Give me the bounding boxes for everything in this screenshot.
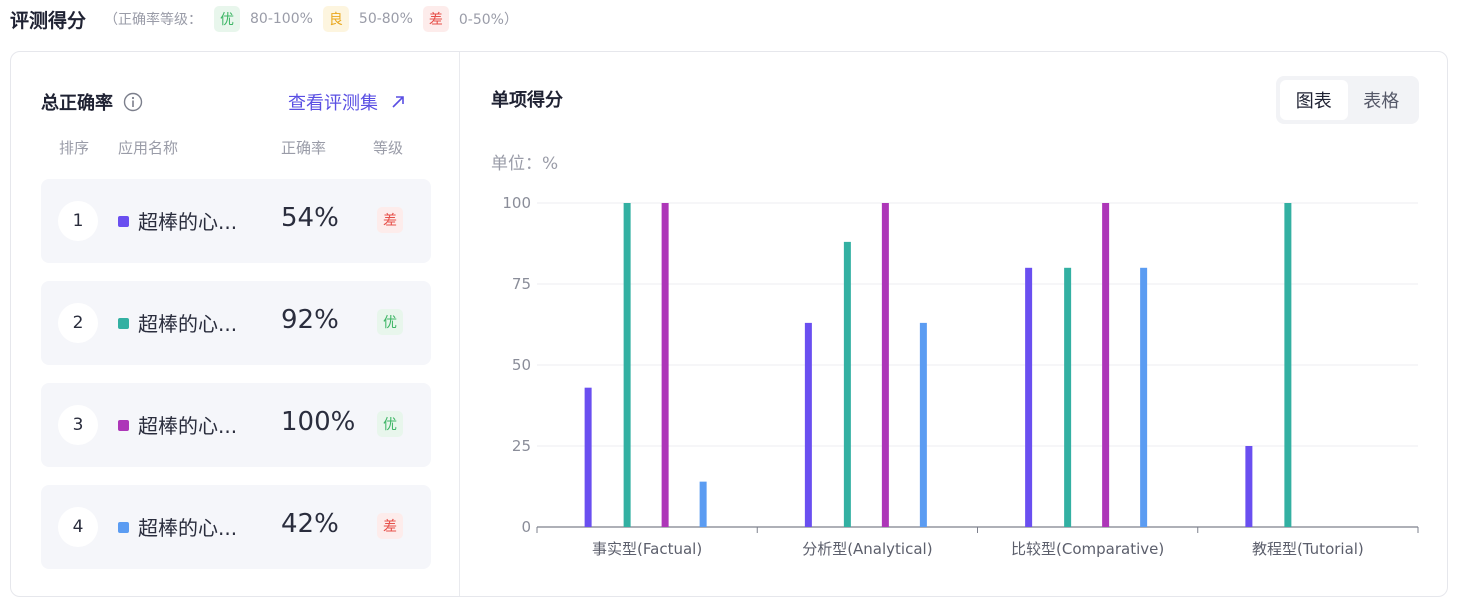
y-tick-label: 100 (502, 194, 531, 212)
y-tick-label: 50 (512, 356, 531, 374)
column-header-accuracy: 正确率 (281, 139, 327, 157)
column-header-rank: 排序 (59, 139, 90, 157)
rank-number: 3 (58, 405, 98, 445)
app-name: 超棒的心... (138, 516, 238, 540)
x-tick-label: 比较型(Comparative) (1011, 540, 1164, 558)
grade-range-good: 80-100% (250, 11, 313, 27)
series-color-square (118, 216, 129, 227)
series-color-square (118, 522, 129, 533)
grade-badge-good: 优 (214, 6, 241, 32)
column-header-app-name: 应用名称 (118, 139, 179, 157)
page-header: 评测得分 （正确率等级： 优 80-100% 良 50-80% 差 0-50%） (10, 4, 528, 34)
grade-badge: 差 (377, 513, 403, 539)
bar[interactable] (919, 322, 927, 527)
ranking-row[interactable]: 1 超棒的心... 54% 差 (41, 179, 431, 263)
series-color-square (118, 420, 129, 431)
bar[interactable] (623, 203, 631, 527)
bar[interactable] (1064, 267, 1072, 527)
ranking-row[interactable]: 2 超棒的心... 92% 优 (41, 281, 431, 365)
accuracy-value: 42% (281, 509, 339, 539)
bar[interactable] (881, 203, 889, 527)
grade-range-poor: 0-50%） (458, 12, 518, 28)
info-icon[interactable] (123, 92, 143, 112)
y-tick-label: 0 (521, 518, 531, 536)
grade-badge: 差 (377, 207, 403, 233)
grade-badge-medium: 良 (322, 6, 349, 32)
app-name: 超棒的心... (138, 210, 238, 234)
rank-number: 2 (58, 303, 98, 343)
bar[interactable] (584, 387, 592, 527)
y-tick-label: 75 (512, 275, 531, 293)
bar[interactable] (1284, 203, 1292, 527)
ranking-row[interactable]: 3 超棒的心... 100% 优 (41, 383, 431, 467)
overall-accuracy-label: 总正确率 (41, 93, 113, 114)
view-eval-set-link[interactable]: 查看评测集 (288, 89, 406, 115)
score-card: 总正确率 查看评测集 排序 应用名称 正确率 等级 1 超棒的心... 54% … (10, 51, 1448, 597)
accuracy-value: 92% (281, 305, 339, 335)
grade-range-medium: 50-80% (358, 11, 413, 27)
column-header-grade: 等级 (373, 139, 404, 157)
bar[interactable] (1245, 446, 1253, 527)
app-name: 超棒的心... (138, 312, 238, 336)
grade-badge: 优 (377, 411, 403, 437)
bar[interactable] (1102, 203, 1110, 527)
accuracy-value: 100% (281, 407, 356, 437)
external-link-arrow-icon (392, 96, 404, 108)
view-toggle: 图表 表格 (1276, 76, 1419, 124)
grade-legend-label: （正确率等级： (104, 12, 203, 28)
accuracy-value: 54% (281, 203, 339, 233)
panel-divider (459, 52, 460, 596)
x-tick-label: 教程型(Tutorial) (1252, 540, 1364, 558)
ranking-row[interactable]: 4 超棒的心... 42% 差 (41, 485, 431, 569)
toggle-chart[interactable]: 图表 (1280, 80, 1348, 120)
grade-badge-poor: 差 (422, 6, 449, 32)
bar[interactable] (843, 241, 851, 527)
rank-number: 1 (58, 201, 98, 241)
rank-number: 4 (58, 507, 98, 547)
view-eval-set-label: 查看评测集 (288, 93, 378, 114)
item-scores-title: 单项得分 (491, 90, 563, 111)
bar[interactable] (699, 481, 707, 527)
unit-label: 单位：% (491, 154, 559, 174)
toggle-table[interactable]: 表格 (1363, 91, 1400, 112)
bar[interactable] (661, 203, 669, 527)
x-tick-label: 事实型(Factual) (592, 540, 702, 558)
y-tick-label: 25 (512, 437, 531, 455)
grade-badge: 优 (377, 309, 403, 335)
overall-accuracy-panel: 总正确率 查看评测集 排序 应用名称 正确率 等级 1 超棒的心... 54% … (11, 52, 459, 596)
x-tick-label: 分析型(Analytical) (802, 540, 932, 558)
item-scores-chart: 0 25 50 75 100 事实型(Factual) 分析型(Analytical) 比较型… (502, 194, 1419, 558)
bar[interactable] (804, 322, 812, 527)
app-name: 超棒的心... (138, 414, 238, 438)
overall-accuracy-title: 总正确率 (41, 89, 143, 115)
series-color-square (118, 318, 129, 329)
item-scores-panel: 单项得分 图表 表格 单位：% 0 25 50 75 100 事实型(Factual) 分析… (460, 52, 1448, 596)
page-title: 评测得分 (10, 9, 87, 32)
bar[interactable] (1025, 267, 1033, 527)
bar[interactable] (1140, 267, 1148, 527)
